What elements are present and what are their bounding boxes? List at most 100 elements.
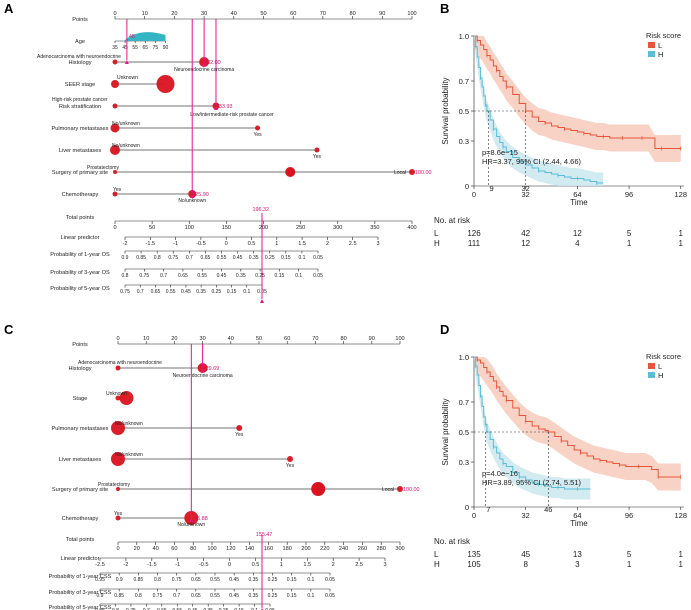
row-label-a: Risk stratification [59,104,101,110]
total-axis-c-tick-label: 200 [301,546,310,552]
prob3-a-tick-label: 0.7 [160,273,167,279]
lp-axis-a-tick-label: -1 [173,241,178,247]
chemo-c-value: 25.88 [194,516,208,522]
row-label-c: Pulmonary metastases [52,426,109,432]
chemo-a-left-label: Yes [113,187,122,193]
prob3-a-tick-label: 0.1 [295,273,302,279]
total-axis-a-tick-label: 0 [113,225,116,231]
age-density [123,32,166,41]
prob1-a-tick-label: 0.8 [154,255,161,261]
lp-axis-a-tick-label: -0.5 [196,241,206,247]
prob5-c-tick-label: 0.25 [219,608,229,610]
row-label-a: SEER stage [65,82,95,88]
km-median-label-l: 32 [522,184,530,193]
lp-axis-a-tick-label: -2 [123,241,128,247]
prob1-c-tick-label: 0.15 [287,577,297,583]
surgery-c-right-label: Local [382,487,394,493]
liver-a-dot-left [110,145,120,155]
mag-chemo-c-arrow [189,518,194,522]
km-y-tick-label-b: 0.3 [459,137,469,146]
total-axis-c-tick-label: 20 [134,546,140,552]
prob3-c-tick-label: 0.35 [248,593,258,599]
km-risk-cell-H: 1 [627,239,632,248]
km-x-tick-label-d: 64 [573,511,581,520]
lp-axis-c-tick-label: 1.5 [303,562,311,568]
mag-total-a-arrow [260,299,264,303]
points-axis-a-tick-label: 40 [231,11,237,17]
km-hr-b: HR=3.37, 95% CI (2.44, 4.66) [482,157,582,166]
km-y-tick-label-b: 0.5 [459,107,469,116]
chemo-a-right-label: No/unknown [178,198,206,204]
pulm-a-right-label: Yes [253,132,262,138]
prob1-c-tick-label: 0.55 [210,577,220,583]
km-x-tick-label-d: 96 [625,511,633,520]
prob1-c-tick-label: 0.35 [248,577,258,583]
prob1-a-tick-label: 0.75 [168,255,178,261]
row-label-a: Histology [68,60,91,66]
pulm-c-left-label: No/unknown [115,421,143,427]
prob3-a-tick-label: 0.8 [122,273,129,279]
prob5-a-tick-label: 0.65 [151,289,161,295]
prob3-c-tick-label: 0.8 [135,593,142,599]
panel-letter-c: C [4,322,14,337]
total-value-a: 196.32 [253,207,270,213]
points-axis-a-tick-label: 80 [349,11,355,17]
km-plot-os: 0 0.3 0.5 0.7 1.0 0 32 64 96 128 Survival probabil… [434,31,687,248]
prob3-a-tick-label: 0.15 [275,273,285,279]
lp-axis-c-tick-label: 0 [228,562,231,568]
km-risk-cell-L: 5 [627,229,632,238]
lp-axis-c-tick-label: 2.5 [355,562,363,568]
km-legend-swatch-H [648,372,655,378]
points-axis-a-tick-label: 10 [142,11,148,17]
km-risk-title-d: No. at risk [434,537,471,546]
lp-axis-a-tick-label: 1.5 [298,241,306,247]
km-risk-cell-L: 126 [467,229,481,238]
prob5-a-tick-label: 0.55 [166,289,176,295]
lp-axis-c-tick-label: 1 [280,562,283,568]
km-pvalue-b: p=8.6e−15 [482,148,518,157]
km-ci-band-L [474,36,681,162]
risk-a-dot-left [112,103,118,109]
km-y-tick-label-d: 0.5 [459,428,469,437]
surgery-c-dot-mid [311,482,326,496]
row-label-c: Liver metastases [59,457,101,463]
total-axis-c-tick-label: 160 [264,546,273,552]
age-tick-label: 45 [122,45,128,51]
prob3-c-tick-label: 0.05 [325,593,335,599]
lp-axis-c-tick-label: -2.5 [95,562,105,568]
prob1-a-tick-label: 0.15 [281,255,291,261]
prob3-a-tick-label: 0.55 [197,273,207,279]
km-risk-cell-H: 1 [627,560,632,569]
km-ylabel-d: Survival probability [441,398,450,465]
points-axis-a-tick-label: 0 [113,11,116,17]
lp-axis-a-tick-label: 2 [326,241,329,247]
seer-a-dot-right [156,75,175,93]
points-axis-c-tick-label: 60 [284,336,290,342]
row-label-a: Probability of 3-year OS [50,270,110,276]
histology-a-value: 32.00 [207,60,221,66]
row-label-a: Total points [66,215,94,221]
km-risk-cell-L: 135 [467,550,481,559]
points-axis-c-tick-label: 100 [395,336,404,342]
seer-a-dot-left [111,80,119,88]
age-tick-label: 90 [163,45,169,51]
lp-axis-a-tick-label: -1.5 [145,241,155,247]
points-axis-c-tick-label: 70 [312,336,318,342]
points-axis-c-tick-label: 20 [171,336,177,342]
km-risk-cell-L: 5 [627,550,632,559]
prob1-a-tick-label: 0.05 [313,255,323,261]
total-axis-c-tick-label: 60 [171,546,177,552]
chemo-a-dot-left [112,191,118,197]
points-axis-c-tick-label: 30 [199,336,205,342]
total-axis-a-tick-label: 300 [333,225,342,231]
km-y-tick-label-d: 1.0 [459,353,469,362]
row-label-c: Points [72,342,88,348]
km-median-label-l: 46 [544,505,552,514]
total-axis-c-tick-label: 100 [207,546,216,552]
total-axis-c-tick-label: 280 [377,546,386,552]
lp-axis-a-tick-label: 0.5 [248,241,256,247]
km-risk-cell-H: 12 [521,239,530,248]
km-y-tick-label-d: 0.3 [459,458,469,467]
surgery-a-value: 100.00 [415,170,432,176]
prob5-a-tick-label: 0.75 [120,289,130,295]
